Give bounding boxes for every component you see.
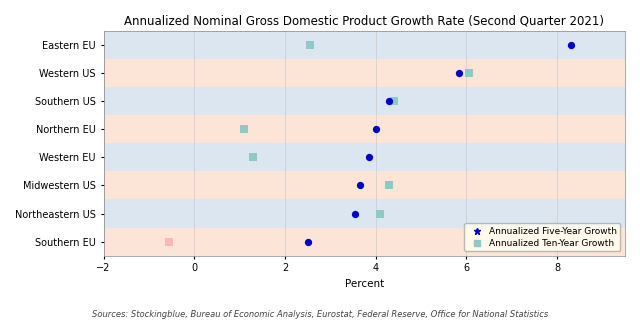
Bar: [104, 171, 625, 199]
Point: [305, 42, 315, 47]
Point: [566, 42, 576, 47]
Point: [371, 126, 381, 132]
Point: [463, 70, 474, 75]
Point: [248, 155, 259, 160]
Point: [350, 211, 360, 216]
Bar: [104, 143, 625, 171]
Bar: [104, 115, 625, 143]
Bar: [104, 199, 625, 228]
Bar: [104, 87, 625, 115]
Point: [454, 70, 465, 75]
Text: Sources: Stockingblue, Bureau of Economic Analysis, Eurostat, Federal Reserve, O: Sources: Stockingblue, Bureau of Economi…: [92, 310, 548, 319]
Bar: [104, 59, 625, 87]
Point: [388, 98, 399, 103]
Bar: [104, 30, 625, 59]
Point: [384, 98, 394, 103]
Point: [375, 211, 385, 216]
Point: [164, 239, 174, 244]
Point: [384, 183, 394, 188]
Title: Annualized Nominal Gross Domestic Product Growth Rate (Second Quarter 2021): Annualized Nominal Gross Domestic Produc…: [124, 15, 604, 28]
Point: [303, 239, 313, 244]
X-axis label: Percent: Percent: [344, 279, 384, 289]
Point: [239, 126, 249, 132]
Bar: [104, 228, 625, 256]
Point: [355, 183, 365, 188]
Point: [364, 155, 374, 160]
Legend: Annualized Five-Year Growth, Annualized Ten-Year Growth: Annualized Five-Year Growth, Annualized …: [465, 223, 621, 251]
